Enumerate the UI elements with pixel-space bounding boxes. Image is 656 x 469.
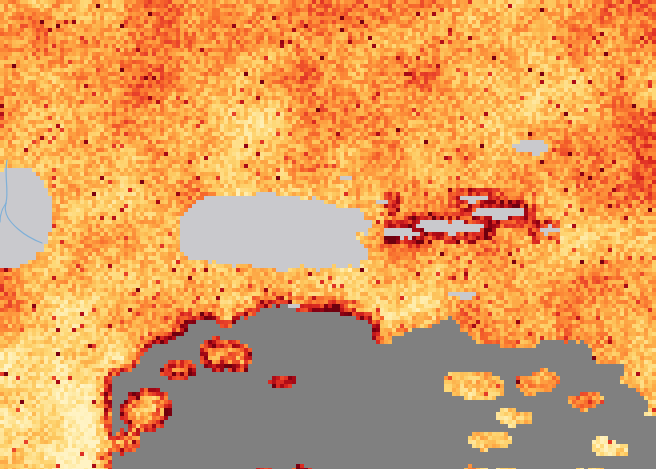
heatmap-raster-canvas bbox=[0, 0, 656, 469]
raster-heatmap-figure: YlOrRd sea-water-mask cloud-or-inland-wa… bbox=[0, 0, 656, 469]
